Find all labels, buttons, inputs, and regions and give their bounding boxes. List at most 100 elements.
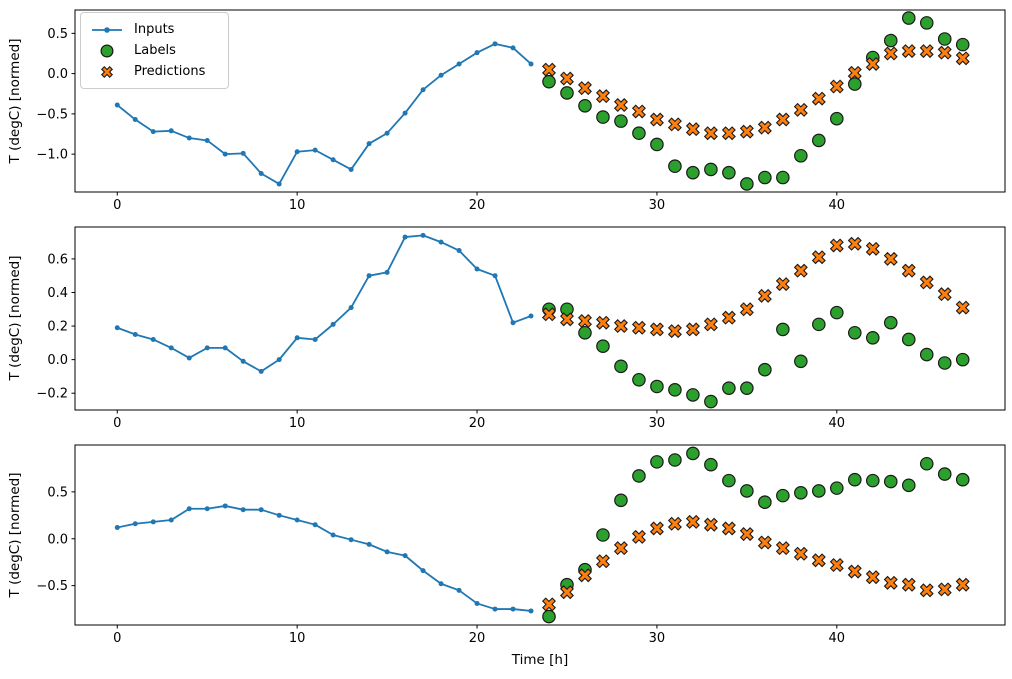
label-point xyxy=(812,317,826,332)
label-point xyxy=(847,472,862,487)
inputs-point xyxy=(384,549,390,555)
prediction-point xyxy=(631,104,646,119)
inputs-point xyxy=(276,357,282,363)
inputs-line xyxy=(116,42,532,185)
label-point xyxy=(758,495,772,509)
prediction-point xyxy=(703,317,718,332)
inputs-point xyxy=(222,503,228,509)
inputs-point xyxy=(276,512,282,518)
prediction-point xyxy=(955,300,970,315)
prediction-point xyxy=(667,117,682,132)
prediction-point xyxy=(883,575,898,590)
prediction-point xyxy=(595,315,610,330)
label-point xyxy=(919,16,934,30)
x-tick-label: 30 xyxy=(649,198,666,213)
inputs-point xyxy=(348,305,354,311)
label-point xyxy=(704,394,718,409)
prediction-point xyxy=(901,577,916,592)
prediction-point xyxy=(811,553,826,568)
legend-item-labels[interactable]: Labels xyxy=(91,40,222,61)
inputs-point xyxy=(492,41,498,47)
y-tick-label: 0.0 xyxy=(47,67,68,82)
subplot-2-series-predictions xyxy=(541,236,970,339)
label-point xyxy=(740,177,754,191)
label-point xyxy=(632,126,646,141)
label-point xyxy=(776,322,790,337)
y-tick-label: −1.0 xyxy=(36,148,68,163)
legend-box[interactable]: Inputs Labels Predictions xyxy=(80,12,229,89)
inputs-point xyxy=(222,345,228,351)
inputs-point xyxy=(456,248,462,254)
inputs-point xyxy=(222,151,228,157)
inputs-point xyxy=(258,170,264,176)
inputs-point xyxy=(330,532,336,538)
label-point xyxy=(686,165,700,180)
subplot-3: 0 10 20 30 40 0.5 0.0 −0.5 xyxy=(36,444,1006,646)
label-point xyxy=(668,453,682,467)
prediction-point xyxy=(775,112,790,127)
x-tick-label: 20 xyxy=(469,198,486,213)
x-tick-label: 0 xyxy=(113,198,121,213)
prediction-point xyxy=(937,45,952,60)
inputs-point xyxy=(186,135,192,141)
axes-frame xyxy=(74,226,1006,411)
label-point xyxy=(560,86,574,100)
label-point xyxy=(596,528,610,542)
legend-label-labels: Labels xyxy=(134,43,176,58)
prediction-point xyxy=(883,251,898,266)
prediction-point xyxy=(559,585,574,600)
inputs-point xyxy=(168,128,174,134)
legend-item-inputs[interactable]: Inputs xyxy=(91,19,222,40)
prediction-point xyxy=(847,564,862,579)
inputs-point xyxy=(312,147,318,153)
label-point xyxy=(847,325,862,340)
subplot-2: 0 10 20 30 40 0.6 0.4 0.2 0.0 −0.2 xyxy=(36,226,1006,431)
prediction-point xyxy=(811,91,826,106)
inputs-point xyxy=(258,507,264,513)
inputs-point xyxy=(402,234,408,240)
label-point xyxy=(740,484,754,498)
subplot-2-series-labels xyxy=(542,302,970,409)
inputs-point xyxy=(240,507,246,513)
prediction-point xyxy=(847,65,862,80)
inputs-point xyxy=(384,269,390,275)
prediction-point xyxy=(793,263,808,278)
label-point xyxy=(812,133,826,148)
inputs-point xyxy=(132,331,138,337)
inputs-point xyxy=(132,521,138,527)
prediction-point xyxy=(649,521,664,536)
prediction-point xyxy=(541,307,556,322)
label-point xyxy=(830,111,844,126)
inputs-point xyxy=(402,553,408,559)
inputs-point xyxy=(438,72,444,78)
subplot-3-series-labels xyxy=(542,446,970,624)
label-point xyxy=(722,165,736,180)
y-tick-label: 0.0 xyxy=(47,532,68,547)
prediction-point xyxy=(901,263,916,278)
label-point xyxy=(937,32,952,46)
prediction-point xyxy=(739,527,754,542)
prediction-point xyxy=(577,314,592,329)
label-point xyxy=(776,170,790,185)
inputs-point xyxy=(528,608,534,614)
inputs-point xyxy=(420,568,426,574)
prediction-point xyxy=(775,541,790,556)
inputs-point xyxy=(186,355,192,361)
inputs-point xyxy=(384,130,390,136)
prediction-point xyxy=(613,541,628,556)
inputs-point xyxy=(330,321,336,327)
legend-item-predictions[interactable]: Predictions xyxy=(91,61,222,82)
prediction-point xyxy=(919,44,934,59)
subplot-3-series-inputs xyxy=(114,503,534,614)
legend-label-inputs: Inputs xyxy=(134,22,175,37)
label-point xyxy=(650,455,664,469)
prediction-point xyxy=(937,582,952,597)
prediction-point xyxy=(865,241,880,256)
inputs-line-icon xyxy=(91,23,123,37)
prediction-point xyxy=(955,577,970,592)
x-tick-label: 40 xyxy=(829,631,846,646)
prediction-point xyxy=(865,56,880,71)
y-axis-label-top: T (degC) [normed] xyxy=(7,38,23,164)
